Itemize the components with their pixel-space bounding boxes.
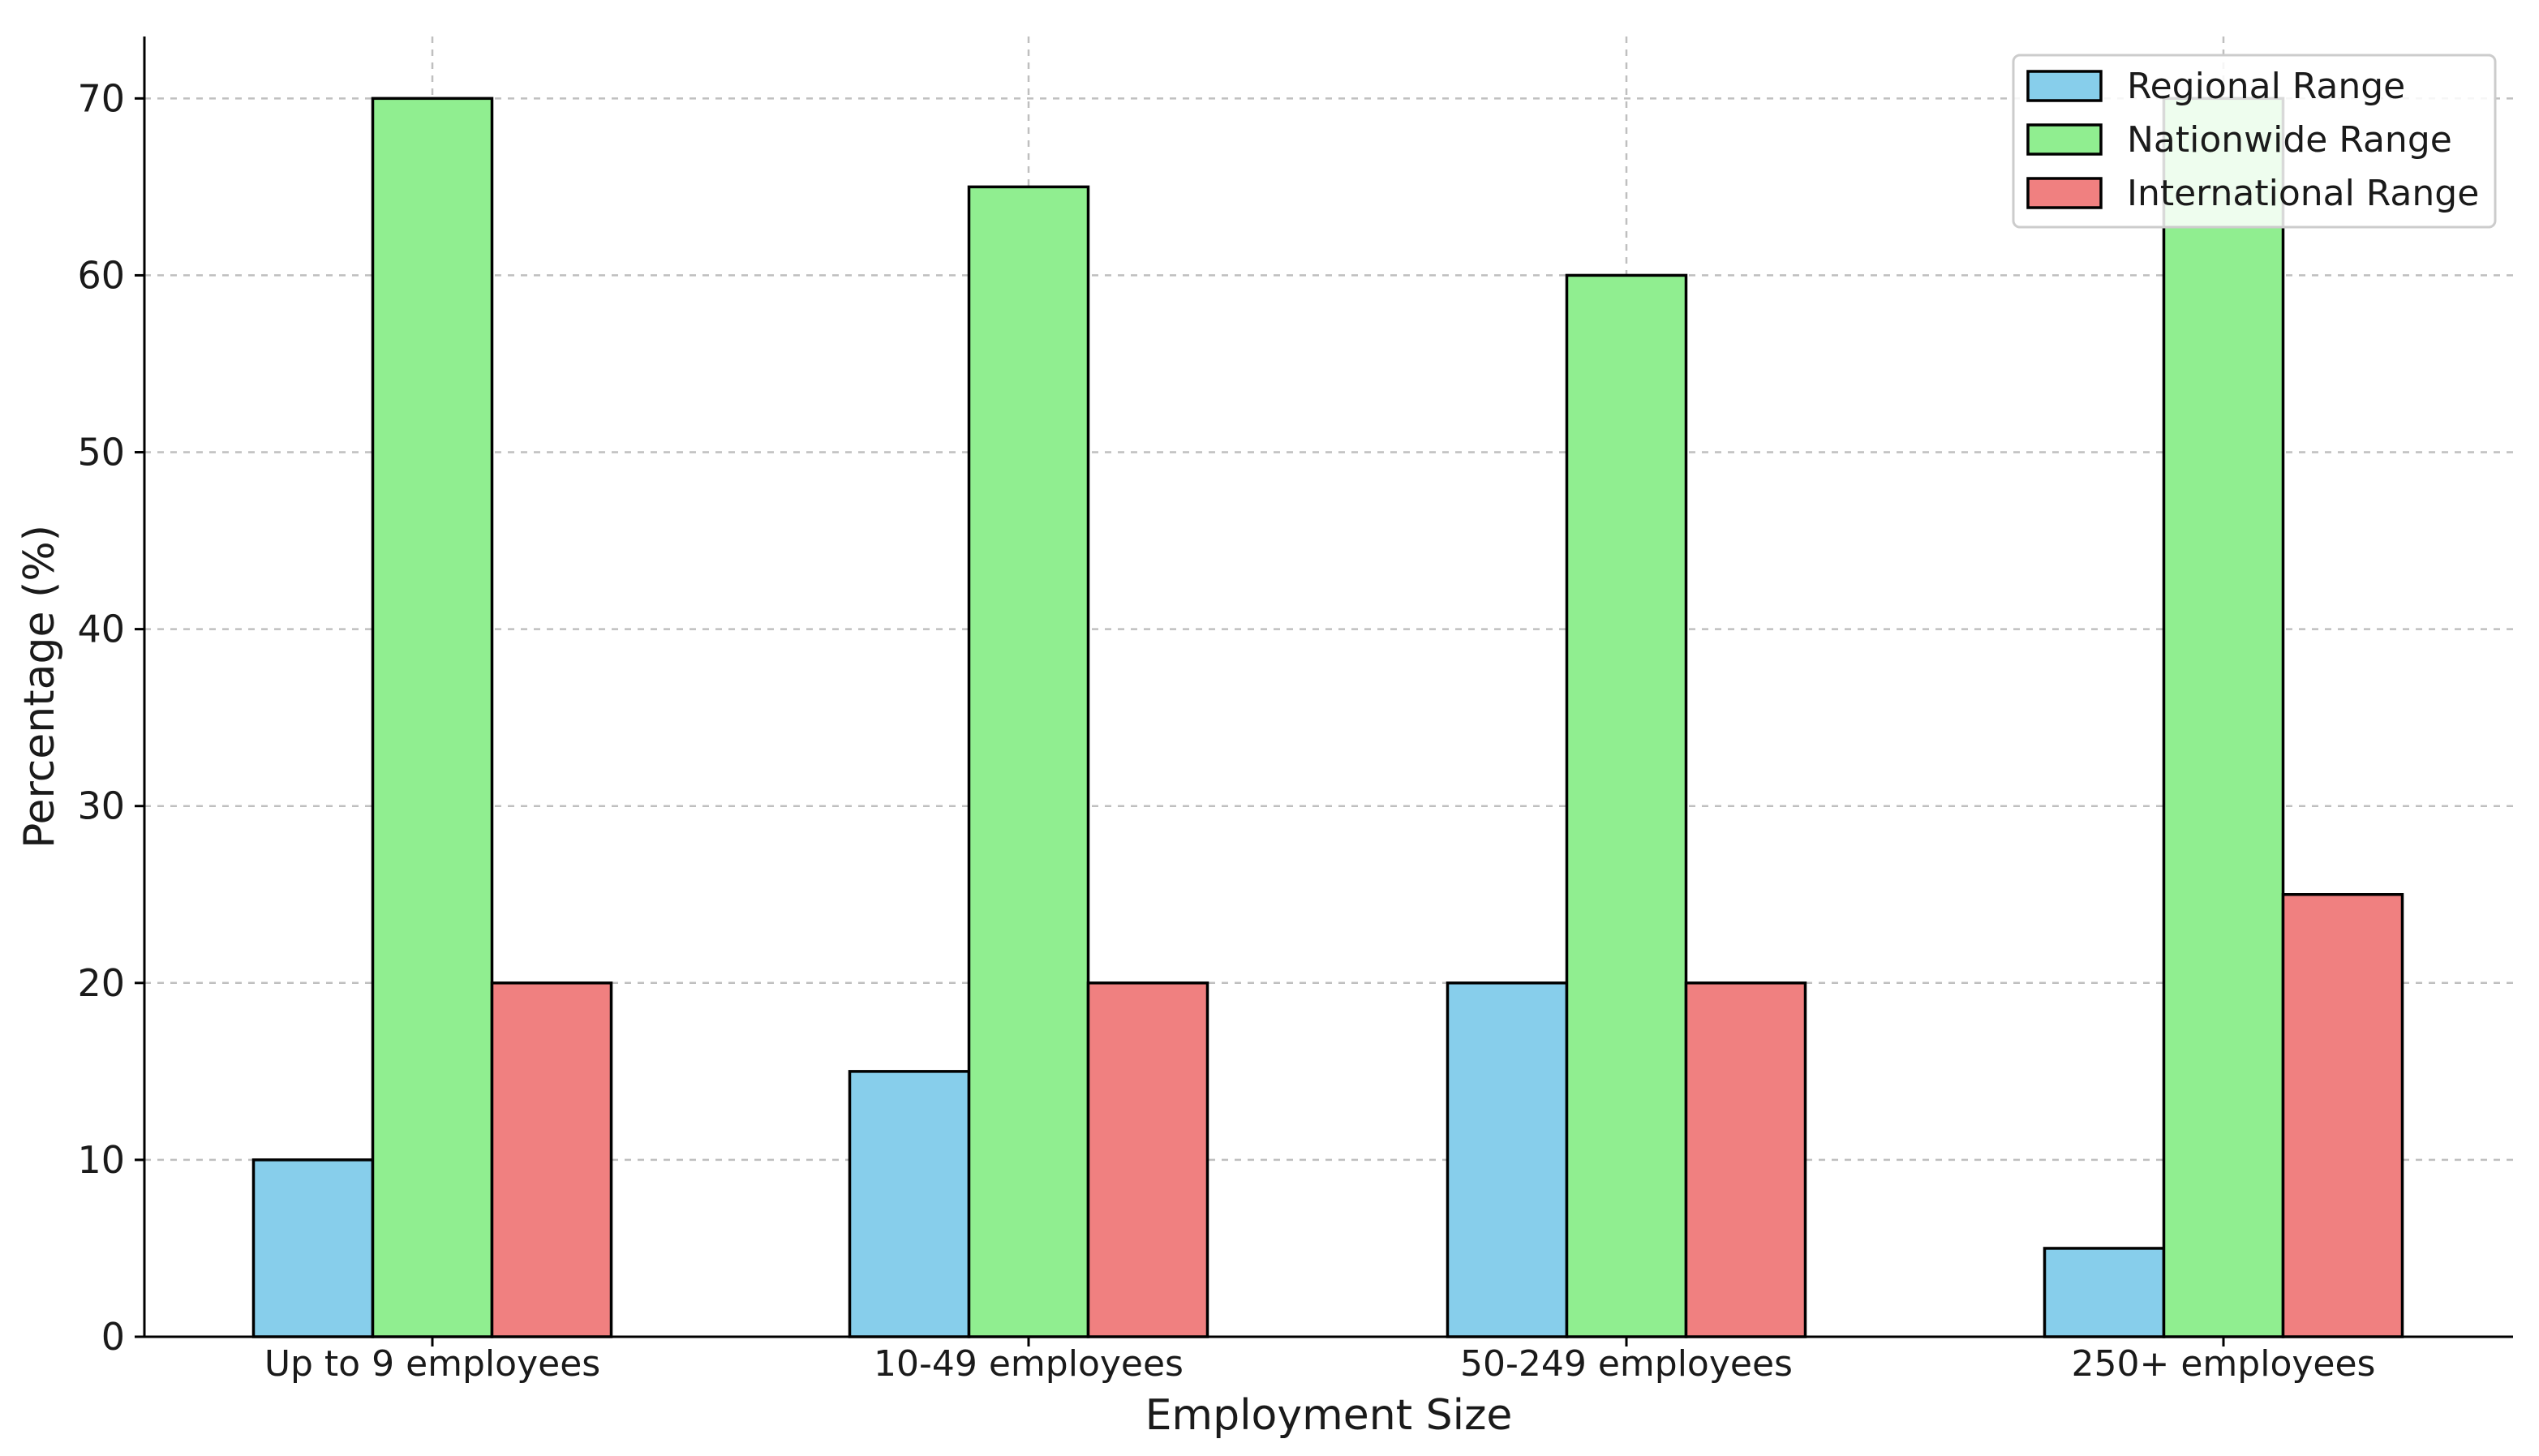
- bar-regional-range: [1446, 981, 1569, 1338]
- y-tick-label: 0: [101, 1315, 125, 1359]
- bar-nationwide-range: [1565, 273, 1688, 1338]
- bars: [251, 97, 2404, 1338]
- y-tick-label: 50: [77, 431, 125, 475]
- legend-swatch: [2026, 177, 2103, 209]
- legend-label: Regional Range: [2127, 66, 2405, 107]
- x-tick-label: 10-49 employees: [874, 1343, 1184, 1385]
- y-tick-label: 60: [77, 253, 125, 297]
- axes: [143, 37, 2513, 1338]
- bar-nationwide-range: [967, 185, 1090, 1338]
- bar-regional-range: [848, 1070, 971, 1338]
- bar-international-range: [1684, 981, 1807, 1338]
- x-tick-label: 50-249 employees: [1460, 1343, 1793, 1385]
- y-axis-title: Percentage (%): [15, 525, 64, 848]
- bar-regional-range: [2043, 1247, 2166, 1338]
- bar-nationwide-range: [2162, 97, 2285, 1338]
- y-tick-label: 30: [77, 784, 125, 828]
- legend-swatch: [2026, 70, 2103, 102]
- x-tick-labels: Up to 9 employees 10-49 employees 50-249 e…: [264, 1337, 2376, 1385]
- bar-international-range: [2281, 893, 2404, 1338]
- y-tick-labels: 0 10 20 30 40 50 60 70: [77, 76, 144, 1359]
- bar-international-range: [1086, 981, 1209, 1338]
- x-tick-label: Up to 9 employees: [264, 1343, 600, 1385]
- legend-swatch: [2026, 123, 2103, 156]
- legend-items: Regional Range Nationwide Range Internatio…: [2026, 66, 2479, 214]
- y-tick-label: 20: [77, 961, 125, 1005]
- y-tick-label: 40: [77, 608, 125, 651]
- bar-nationwide-range: [371, 97, 494, 1338]
- x-axis-title: Employment Size: [1145, 1391, 1513, 1440]
- y-tick-label: 70: [77, 76, 125, 120]
- legend: Regional Range Nationwide Range Internatio…: [2012, 54, 2497, 229]
- bar-regional-range: [251, 1158, 375, 1338]
- bar-international-range: [490, 981, 613, 1338]
- y-tick-label: 10: [77, 1138, 125, 1182]
- x-tick-label: 250+ employees: [2072, 1343, 2376, 1385]
- legend-box: [2012, 54, 2497, 229]
- legend-label: International Range: [2127, 173, 2479, 214]
- legend-label: Nationwide Range: [2127, 119, 2452, 161]
